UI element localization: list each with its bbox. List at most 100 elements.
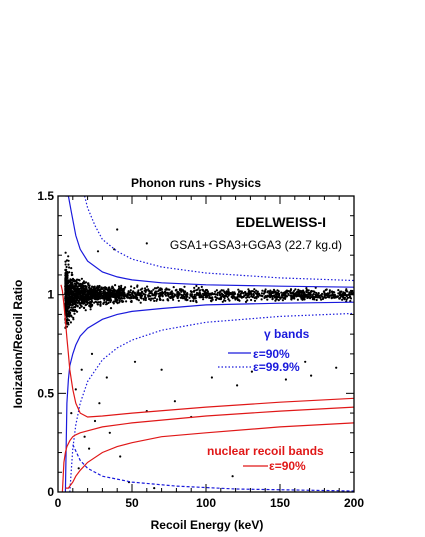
event-point (90, 303, 93, 306)
event-point (127, 290, 130, 293)
event-point (159, 298, 162, 301)
event-point (112, 301, 115, 304)
event-point (315, 294, 319, 297)
event-point (246, 292, 249, 295)
event-point (153, 296, 157, 300)
band-curves (60, 196, 354, 492)
event-point (70, 289, 73, 292)
gamma-999-label: ε=99.9% (253, 360, 300, 374)
event-point (290, 298, 293, 301)
nuclear-bands-label: nuclear recoil bands (207, 444, 324, 458)
event-point (78, 279, 81, 282)
event-point (246, 299, 249, 302)
event-point (205, 296, 208, 299)
event-point (328, 291, 331, 294)
event-point (253, 299, 257, 302)
event-point (328, 289, 331, 292)
event-point (214, 295, 217, 299)
event-point (64, 278, 68, 281)
band-curve (60, 284, 354, 418)
event-point (148, 289, 151, 292)
event-point (202, 298, 205, 301)
event-point (235, 297, 238, 300)
event-point (177, 299, 180, 302)
event-point (200, 285, 203, 288)
event-point (81, 283, 84, 286)
event-point (74, 287, 78, 290)
event-point (178, 293, 181, 296)
event-point (131, 292, 134, 295)
event-point (153, 299, 156, 302)
event-point (254, 296, 257, 299)
event-point (161, 290, 164, 294)
event-point (79, 304, 82, 307)
event-point (218, 293, 221, 296)
event-point (260, 298, 263, 301)
event-point (251, 295, 254, 299)
x-tick-label: 150 (270, 496, 290, 510)
event-point (75, 298, 79, 301)
event-point (142, 297, 145, 300)
event-point (104, 288, 108, 291)
event-point (69, 303, 72, 306)
event-point (189, 290, 192, 293)
event-point (311, 298, 314, 301)
event-point (90, 301, 93, 304)
event-point (198, 289, 202, 292)
experiment-label: EDELWEISS-I (236, 214, 326, 230)
event-point (220, 295, 223, 298)
event-point (176, 295, 179, 298)
event-point (96, 303, 99, 306)
event-point (296, 298, 299, 301)
event-point (83, 287, 86, 290)
event-point (151, 294, 154, 297)
event-point (281, 299, 284, 302)
event-point (79, 283, 82, 286)
event-point (345, 298, 348, 301)
event-point (114, 298, 117, 301)
event-point (167, 288, 170, 291)
band-curve (64, 301, 354, 492)
event-point (139, 295, 143, 299)
event-point (276, 291, 279, 294)
event-point (188, 296, 191, 299)
event-point (289, 289, 292, 292)
chart-title: Phonon runs - Physics (131, 176, 261, 190)
event-point (144, 296, 147, 299)
x-tick-label: 200 (344, 496, 364, 510)
event-point (184, 298, 187, 301)
event-point (132, 290, 135, 293)
event-point (256, 290, 259, 293)
event-point (133, 287, 136, 290)
event-point (149, 299, 152, 302)
event-point (64, 251, 67, 254)
event-point (227, 292, 230, 295)
event-point (351, 292, 354, 295)
event-point (306, 289, 309, 292)
event-point (280, 296, 283, 299)
event-point (275, 298, 278, 301)
event-point (115, 293, 118, 297)
event-point (158, 294, 161, 298)
event-point (95, 296, 98, 299)
event-point (65, 307, 69, 310)
event-point (133, 296, 136, 299)
event-point (309, 297, 312, 300)
event-point (142, 292, 145, 296)
event-point (70, 315, 73, 318)
event-point (144, 287, 147, 290)
event-point (301, 298, 304, 301)
event-point (67, 292, 70, 295)
event-point (320, 294, 323, 297)
event-point (111, 287, 114, 290)
event-point (164, 294, 168, 297)
event-point (106, 295, 109, 298)
event-point (304, 293, 307, 296)
event-point (67, 255, 70, 258)
event-point (221, 300, 224, 303)
event-point (166, 293, 169, 296)
event-point (70, 412, 73, 415)
event-point (148, 292, 151, 295)
event-point (109, 307, 113, 310)
event-point (200, 294, 203, 297)
